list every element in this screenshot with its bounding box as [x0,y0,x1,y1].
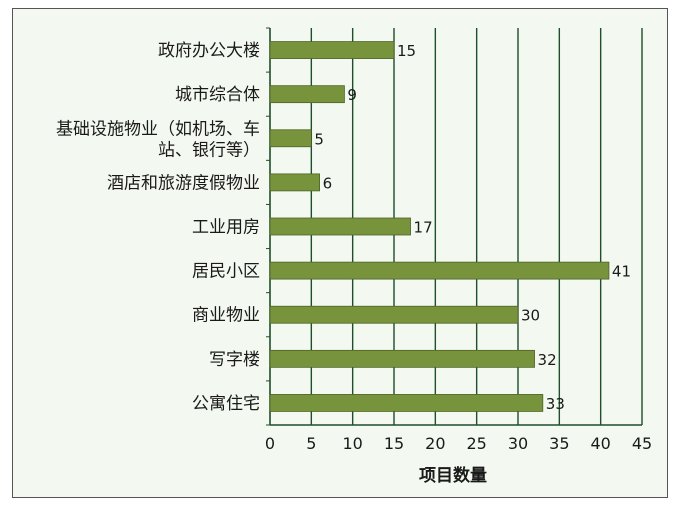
value-label-8: 33 [546,395,565,413]
bar-7 [269,349,535,368]
bar-1 [269,85,345,104]
category-label-8: 公寓住宅 [192,394,260,414]
bar-8 [269,394,544,412]
bar-3 [269,173,320,192]
bar-4 [269,217,411,236]
category-label-5: 居民小区 [192,262,260,282]
category-label-6: 商业物业 [192,306,260,326]
category-label-1: 城市综合体 [175,85,260,105]
x-tick-label-30: 30 [508,434,528,453]
bar-2 [269,129,312,148]
x-axis-title: 项目数量 [419,465,487,486]
value-label-3: 6 [323,174,333,192]
value-label-7: 32 [538,351,557,369]
category-label-2: 基础设施物业（如机场、车站、银行等） [56,119,260,160]
x-tick-label-20: 20 [425,434,445,453]
x-tick-label-10: 10 [342,434,362,453]
bar-5 [269,261,610,280]
category-label-4: 工业用房 [192,218,260,238]
x-tick-label-0: 0 [265,434,275,453]
value-label-2: 5 [314,130,324,148]
category-label-line: 基础设施物业（如机场、车 [56,119,260,139]
value-label-1: 9 [347,86,357,104]
category-label-3: 酒店和旅游度假物业 [107,173,260,193]
x-tick-label-35: 35 [549,434,569,453]
category-label-line: 站、银行等） [158,140,260,160]
bar-6 [269,305,519,324]
category-label-0: 政府办公大楼 [158,41,260,61]
bar-0 [269,41,395,59]
category-label-7: 写字楼 [209,350,260,370]
value-label-5: 41 [612,263,631,281]
x-tick-label-25: 25 [466,434,486,453]
value-label-6: 30 [521,307,540,325]
x-tick-label-40: 40 [590,434,610,453]
x-tick-label-45: 45 [632,434,652,453]
x-tick-label-15: 15 [384,434,404,453]
value-label-4: 17 [414,219,433,237]
x-tick-label-5: 5 [306,434,316,453]
value-label-0: 15 [397,42,416,60]
